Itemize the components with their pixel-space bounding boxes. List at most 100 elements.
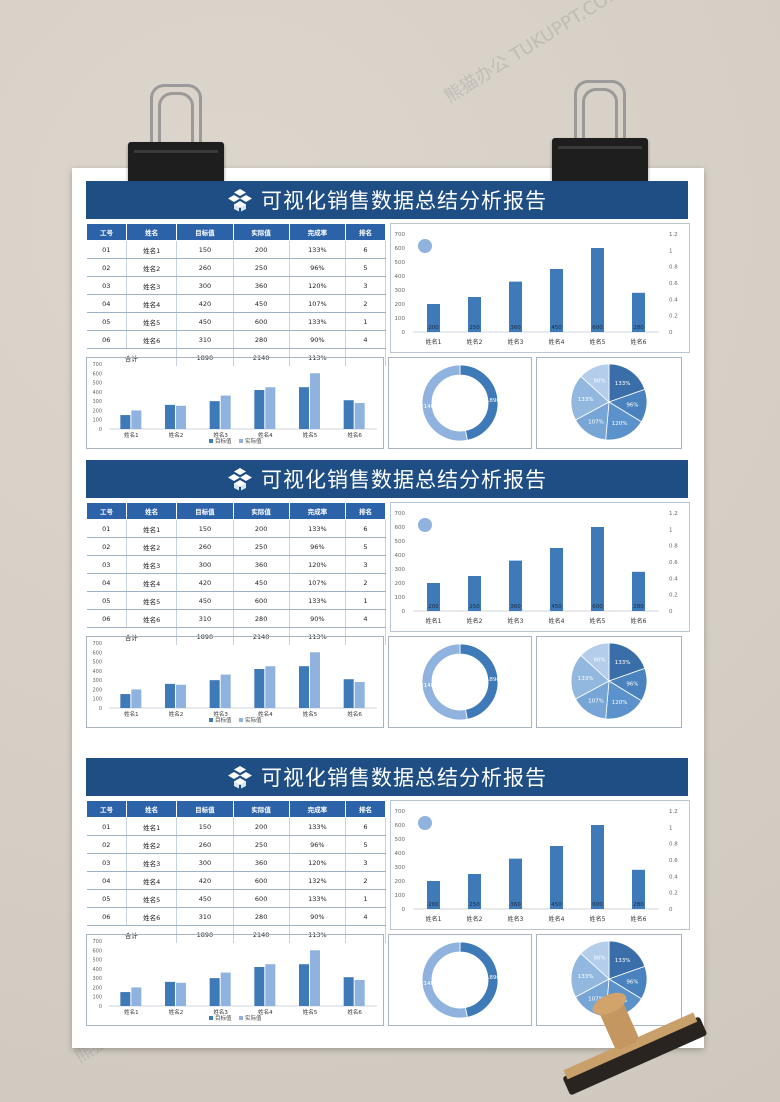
sales-table: 工号 姓名 目标值 实际值 完成率 排名 01 姓名1 150 200 133% 6 02 姓名2 260 2… xyxy=(86,800,387,943)
table-cell: 280 xyxy=(233,330,290,349)
actual-value-bar-chart: 0 100 200 300 400 500 600 700 0 0.2 0.4 0.6 0.8 1 1.2 2… xyxy=(390,800,690,930)
table-cell: 360 xyxy=(233,555,290,574)
table-cell: 姓名3 xyxy=(126,276,178,295)
table-row: 01 姓名1 150 200 133% 6 xyxy=(86,817,387,836)
x-tick-label: 姓名5 xyxy=(590,915,606,923)
bar xyxy=(427,304,440,332)
table-header-cell: 完成率 xyxy=(288,223,346,241)
x-tick-label: 姓名6 xyxy=(347,431,362,439)
y2-tick-label: 0.4 xyxy=(669,576,678,582)
y-tick-label: 400 xyxy=(395,553,406,559)
y-tick-label: 600 xyxy=(395,823,406,829)
bar-target xyxy=(165,981,175,1006)
table-cell: 250 xyxy=(233,537,290,556)
y-tick-label: 200 xyxy=(395,302,406,308)
x-tick-label: 姓名5 xyxy=(590,617,606,625)
bar-target xyxy=(343,679,354,708)
table-cell: 02 xyxy=(86,537,127,556)
bar-data-label: 280 xyxy=(633,604,644,610)
donut-data-label: 1890 xyxy=(486,975,500,981)
table-cell: 450 xyxy=(176,889,234,908)
table-cell: 2 xyxy=(345,573,387,592)
sales-table-box: 工号 姓名 目标值 实际值 完成率 排名 01 姓名1 150 200 133% 6 02 姓名2 260 2… xyxy=(86,502,387,645)
donut-data-label: 2140 xyxy=(420,404,434,410)
table-row: 06 姓名6 310 280 90% 4 xyxy=(86,907,387,926)
x-tick-label: 姓名2 xyxy=(467,338,483,346)
table-cell: 96% xyxy=(289,258,346,277)
donut-data-label: 1890 xyxy=(486,398,500,404)
table-cell: 04 xyxy=(86,294,127,313)
bar-actual xyxy=(131,689,142,708)
table-cell: 360 xyxy=(233,276,290,295)
bar-target xyxy=(209,978,220,1006)
y2-tick-label: 0.8 xyxy=(669,265,678,271)
total-donut-chart: 1890 2140 xyxy=(388,636,532,728)
table-cell: 6 xyxy=(345,817,387,836)
donut-data-label: 2140 xyxy=(420,683,434,689)
pie-slice xyxy=(608,642,646,682)
table-cell: 4 xyxy=(345,907,387,926)
table-cell: 150 xyxy=(176,240,234,259)
legend-label: 目标值 xyxy=(215,1014,232,1022)
table-cell: 250 xyxy=(233,835,290,854)
y-tick-label: 600 xyxy=(395,525,406,531)
bar-data-label: 200 xyxy=(428,902,439,908)
pie-data-label: 120% xyxy=(612,421,628,427)
bar xyxy=(427,881,440,909)
bar xyxy=(591,248,604,332)
table-cell: 6 xyxy=(345,519,387,538)
bar xyxy=(427,583,440,611)
table-cell: 1 xyxy=(345,591,387,610)
y-tick-label: 100 xyxy=(395,893,406,899)
x-tick-label: 姓名2 xyxy=(467,617,483,625)
x-tick-label: 姓名3 xyxy=(213,431,228,439)
table-cell: 5 xyxy=(345,537,387,556)
y2-tick-label: 1.2 xyxy=(669,232,678,238)
table-cell: 96% xyxy=(289,537,346,556)
y-tick-label: 500 xyxy=(395,539,406,545)
table-cell: 450 xyxy=(176,591,234,610)
table-cell: 133% xyxy=(289,519,346,538)
y2-tick-label: 0 xyxy=(669,609,673,615)
bar-actual xyxy=(176,684,186,708)
x-tick-label: 姓名6 xyxy=(631,915,647,923)
y-tick-label: 400 xyxy=(92,669,102,675)
pie-slice xyxy=(580,940,610,980)
table-cell: 600 xyxy=(233,591,290,610)
bar-target xyxy=(165,404,175,429)
x-tick-label: 姓名4 xyxy=(549,338,565,346)
table-cell: 06 xyxy=(86,609,127,628)
pie-data-label: 133% xyxy=(578,676,594,682)
bar-data-label: 250 xyxy=(469,325,480,331)
bar-actual xyxy=(310,373,320,429)
x-tick-label: 姓名5 xyxy=(303,710,318,718)
y-tick-label: 0 xyxy=(99,427,102,433)
y-tick-label: 0 xyxy=(99,706,102,712)
table-cell: 450 xyxy=(176,312,234,331)
table-cell: 310 xyxy=(176,609,234,628)
legend-label: 实际值 xyxy=(245,1014,262,1022)
target-vs-actual-chart: 0 100 200 300 400 500 600 700 姓名1 姓名2 姓名3 姓名4 姓名5 姓名6… xyxy=(86,357,384,449)
table-cell: 300 xyxy=(176,276,234,295)
legend-swatch xyxy=(239,718,243,722)
y-tick-label: 500 xyxy=(92,958,102,964)
bar-actual xyxy=(220,395,231,429)
sales-table: 工号 姓名 目标值 实际值 完成率 排名 01 姓名1 150 200 133% 6 02 姓名2 260 2… xyxy=(86,223,387,366)
bar-target xyxy=(120,415,131,429)
table-header-cell: 完成率 xyxy=(288,800,346,818)
bar-target xyxy=(120,992,131,1006)
y-tick-label: 0 xyxy=(402,330,406,336)
x-tick-label: 姓名3 xyxy=(508,617,524,625)
y-tick-label: 300 xyxy=(395,288,406,294)
pie-slice xyxy=(570,952,610,998)
table-cell: 96% xyxy=(289,835,346,854)
bar-data-label: 200 xyxy=(428,604,439,610)
sales-table-box: 工号 姓名 目标值 实际值 完成率 排名 01 姓名1 150 200 133% 6 02 姓名2 260 2… xyxy=(86,223,387,366)
pie-data-label: 107% xyxy=(588,699,604,705)
table-cell: 450 xyxy=(233,294,290,313)
table-header-cell: 工号 xyxy=(86,223,127,241)
bar-actual xyxy=(131,987,142,1006)
bar-actual xyxy=(310,652,320,708)
table-cell: 姓名6 xyxy=(126,907,178,926)
cube-logo-icon xyxy=(228,189,252,212)
